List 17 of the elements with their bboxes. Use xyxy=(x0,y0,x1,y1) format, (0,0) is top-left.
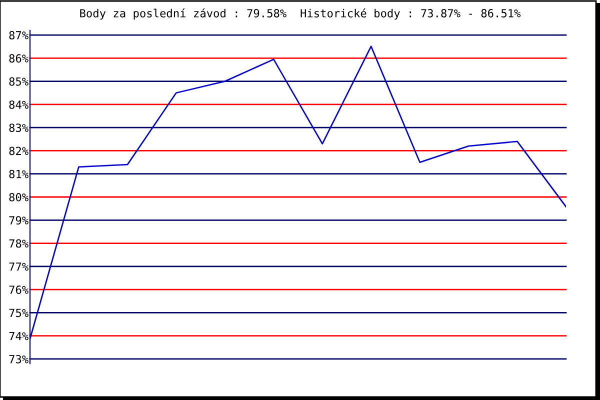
y-tick-label: 79% xyxy=(9,216,28,225)
y-tick-label: 83% xyxy=(9,124,28,132)
y-tick-label: 78% xyxy=(9,239,28,248)
y-tick-label: 86% xyxy=(9,54,28,63)
chart-title: Body za poslední závod : 79.58% Historické body : 73.87% - 86.51% xyxy=(80,8,521,20)
y-tick-label: 73% xyxy=(9,354,28,364)
y-tick-label: 82% xyxy=(9,146,28,156)
line-series xyxy=(30,46,566,340)
y-tick-label: 85% xyxy=(9,77,28,86)
y-tick-label: 87% xyxy=(9,31,28,40)
y-tick-label: 75% xyxy=(9,308,28,318)
y-tick-label: 80% xyxy=(9,193,28,202)
y-tick-label: 76% xyxy=(9,286,28,294)
y-tick-label: 74% xyxy=(9,332,28,340)
y-tick-label: 84% xyxy=(9,100,28,109)
y-tick-label: 77% xyxy=(9,262,28,271)
y-tick-label: 81% xyxy=(9,170,28,178)
